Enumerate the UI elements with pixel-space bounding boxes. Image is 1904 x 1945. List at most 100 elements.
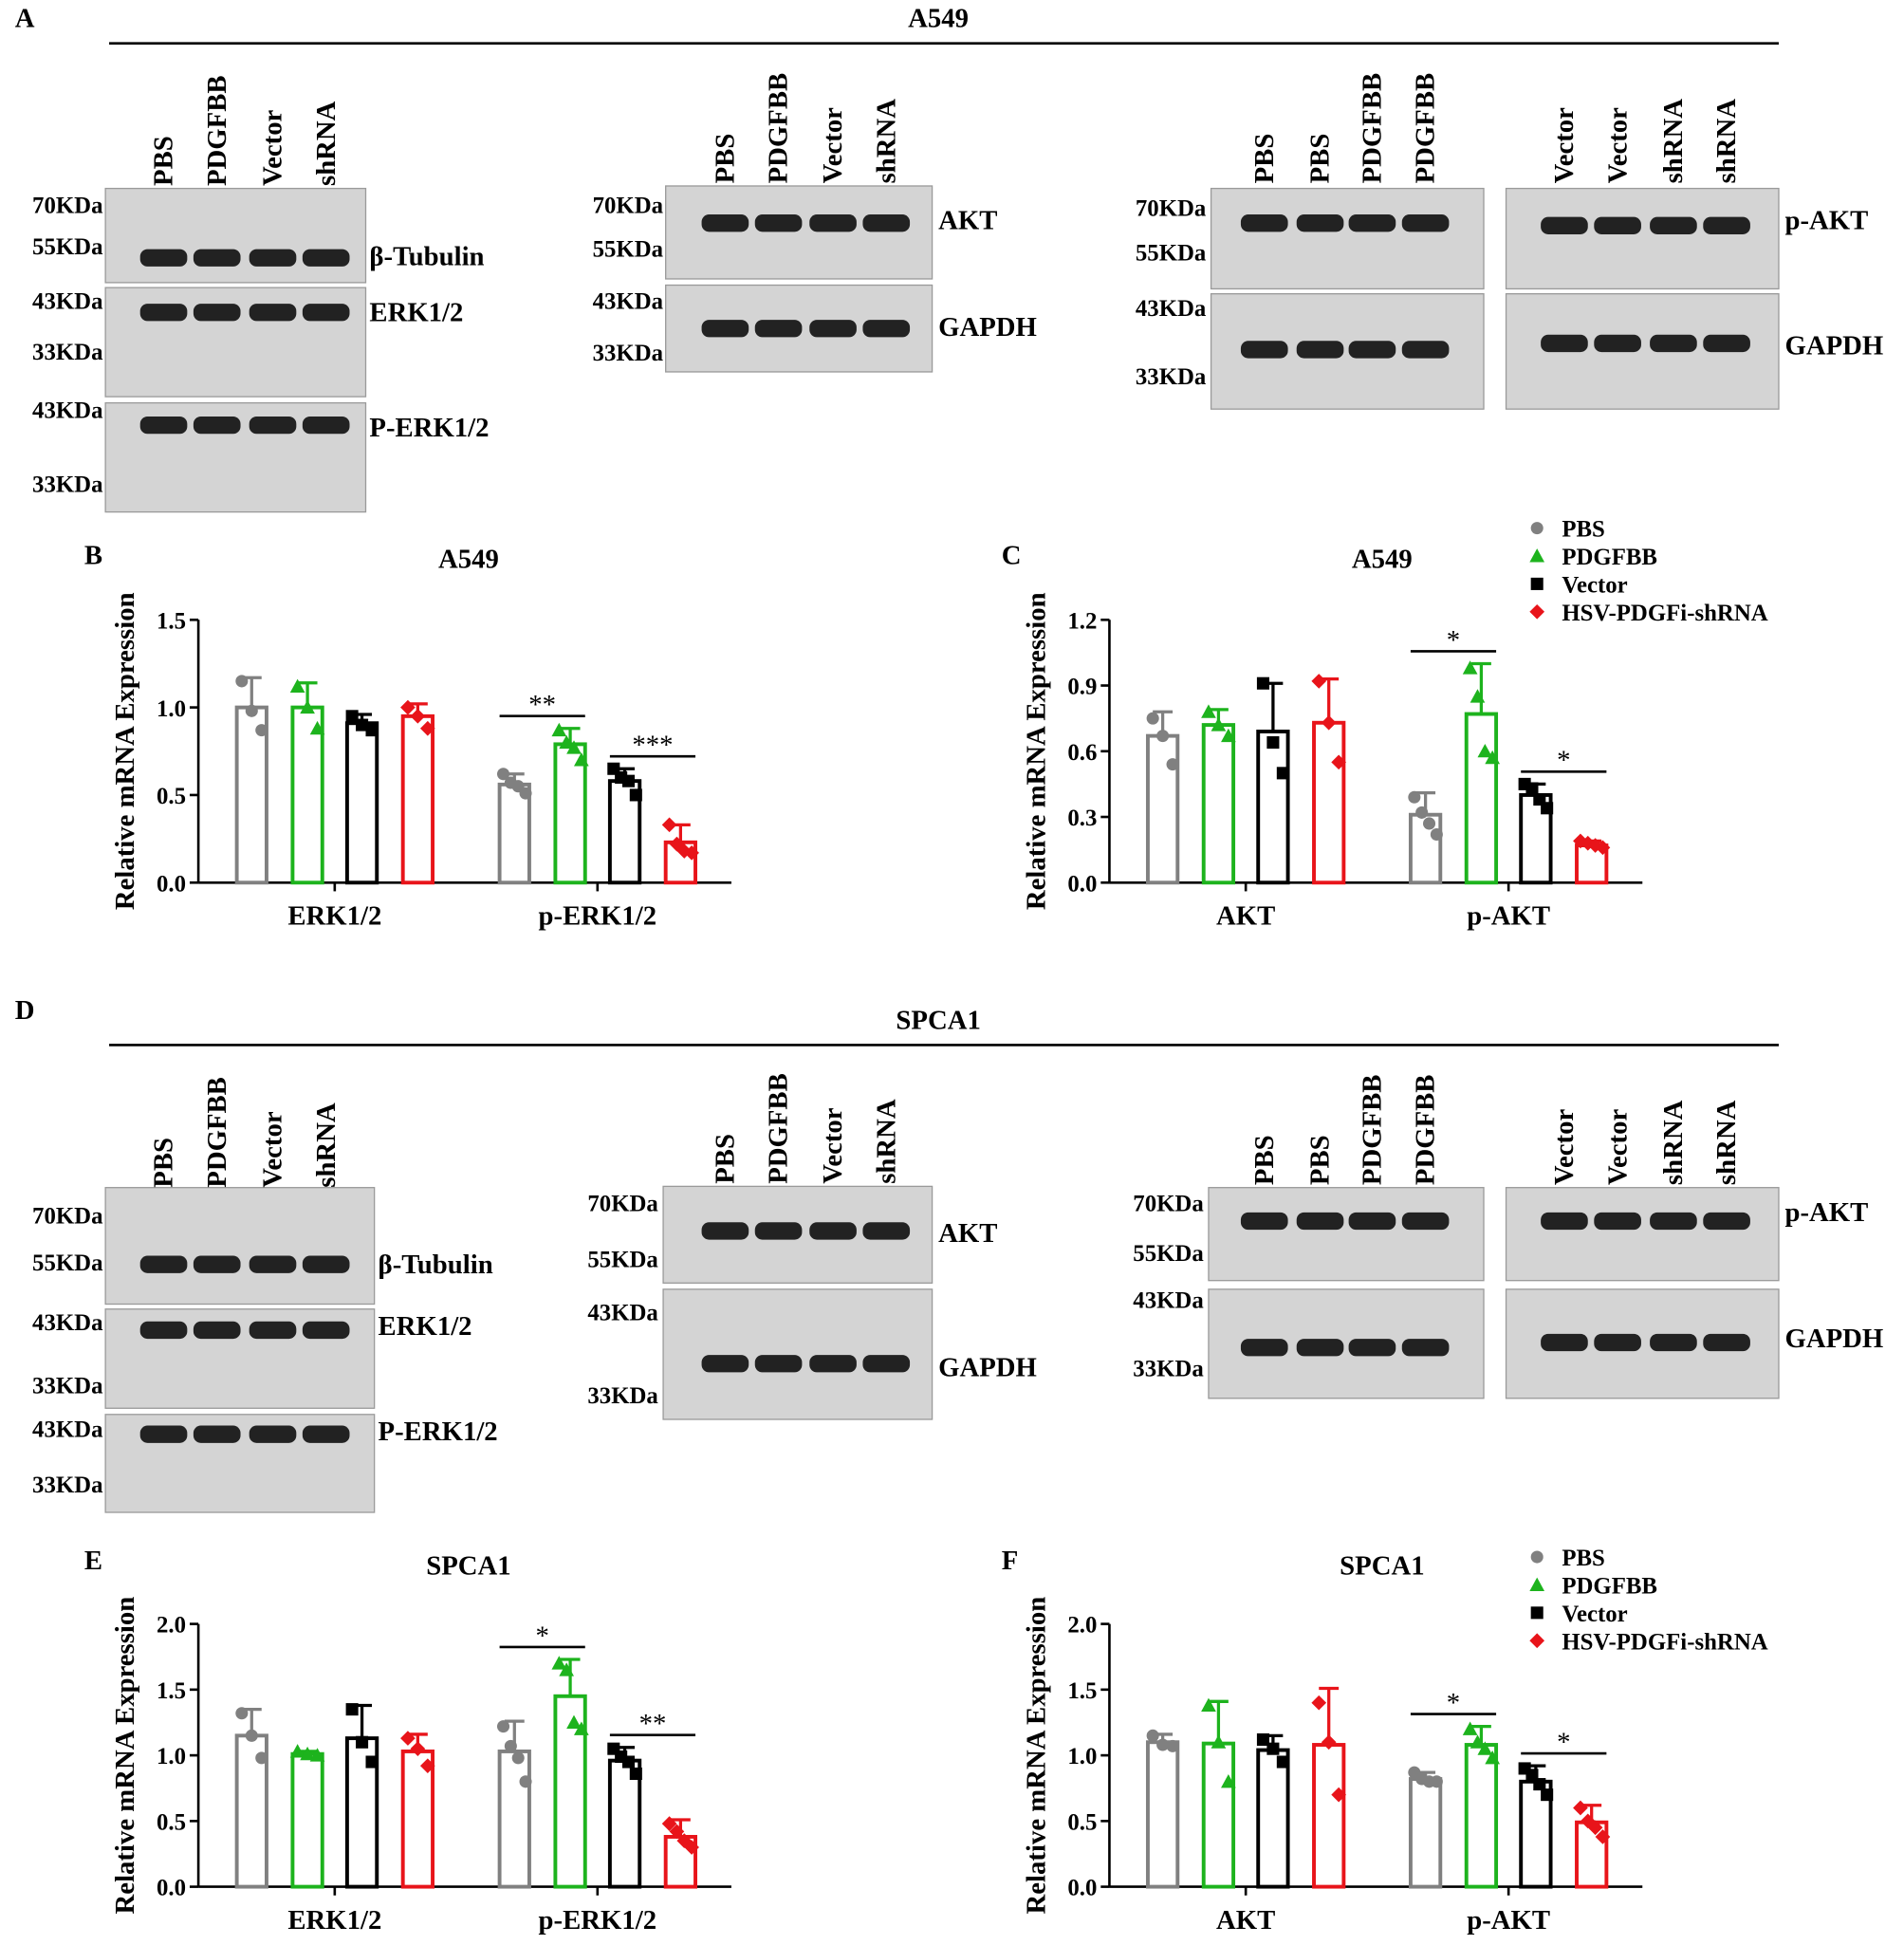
- data-point: [519, 1775, 532, 1788]
- lane-label: Vector: [258, 1111, 288, 1188]
- data-point: [661, 1816, 677, 1831]
- blot-band: [1594, 216, 1641, 234]
- blot-band: [1401, 214, 1450, 232]
- lane-label: PDGFBB: [764, 1073, 794, 1184]
- data-point: [1211, 717, 1227, 732]
- data-point: [400, 1731, 416, 1746]
- protein-label: β-Tubulin: [369, 242, 484, 272]
- y-tick-label: 0.5: [157, 784, 186, 809]
- bar: [497, 1749, 531, 1889]
- x-tick-label: ERK1/2: [287, 1905, 381, 1936]
- marker-label: 33KDa: [32, 1473, 103, 1498]
- lane-label: PDGFBB: [1411, 73, 1441, 184]
- lane-label: PBS: [711, 134, 741, 184]
- blot-strip: [665, 185, 934, 280]
- data-point: [1595, 1829, 1611, 1844]
- x-tick-label: p-AKT: [1467, 901, 1550, 932]
- blot-band: [1401, 1212, 1450, 1231]
- data-point: [1156, 730, 1170, 743]
- y-tick-label: 2.0: [1067, 1613, 1097, 1639]
- protein-label: β-Tubulin: [379, 1250, 493, 1280]
- data-point: [1146, 1729, 1159, 1742]
- data-point: [1321, 1734, 1337, 1750]
- data-point: [1529, 603, 1545, 620]
- data-point: [1530, 1550, 1544, 1564]
- data-point: [419, 1758, 435, 1774]
- lane-label: PDGFBB: [1358, 1075, 1388, 1186]
- data-point: [566, 740, 582, 754]
- lane-label: PBS: [149, 1138, 179, 1188]
- bar: [1464, 712, 1499, 885]
- data-point: [1311, 1695, 1327, 1711]
- data-point: [1331, 1787, 1346, 1803]
- marker-label: 33KDa: [587, 1383, 658, 1409]
- blot-band: [1401, 341, 1450, 359]
- data-point: [559, 734, 574, 750]
- blot-band: [139, 1255, 188, 1273]
- marker-label: 55KDa: [1136, 240, 1207, 266]
- y-tick-label: 0.0: [1067, 1876, 1097, 1901]
- marker-label: 55KDa: [587, 1247, 658, 1272]
- bar: [1312, 1743, 1346, 1889]
- data-point: [1422, 817, 1436, 830]
- data-point: [551, 1656, 567, 1670]
- blot-band: [809, 1222, 857, 1240]
- marker-label: 43KDa: [1136, 296, 1207, 322]
- blot-band: [249, 1425, 297, 1443]
- data-point: [684, 1840, 699, 1855]
- y-tick-label: 0.9: [1067, 675, 1097, 700]
- data-point: [511, 1751, 525, 1765]
- y-tick-label: 1.5: [1067, 1678, 1097, 1704]
- data-point: [1530, 522, 1544, 535]
- bar-chart: B A549 Relative mRNA Expression 0.0 0.5 1.0 1.…: [84, 540, 731, 932]
- data-point: [629, 788, 642, 802]
- data-point: [1331, 754, 1346, 770]
- blot-band: [1401, 1339, 1450, 1357]
- data-point: [1201, 704, 1216, 718]
- data-point: [1530, 1606, 1544, 1620]
- data-point: [621, 774, 636, 787]
- bar: [1312, 720, 1346, 885]
- blot-band: [1650, 1212, 1697, 1231]
- significance-label: *: [1557, 746, 1570, 776]
- data-point: [289, 678, 305, 693]
- marker-label: 70KDa: [587, 1192, 658, 1217]
- y-tick-label: 1.2: [1067, 608, 1097, 634]
- lane-label: Vector: [818, 1107, 848, 1184]
- data-point: [410, 709, 426, 724]
- data-point: [566, 1714, 582, 1730]
- blot-title: SPCA1: [896, 1005, 980, 1035]
- data-point: [1221, 1773, 1236, 1788]
- blot-band: [139, 1425, 188, 1443]
- data-point: [684, 845, 699, 861]
- marker-label: 70KDa: [1136, 195, 1207, 221]
- y-tick-label: 0.5: [1067, 1809, 1097, 1835]
- blot-band: [1594, 1333, 1641, 1352]
- blot-band: [701, 1355, 749, 1373]
- blot-band: [754, 1222, 803, 1240]
- marker-label: 33KDa: [1133, 1356, 1204, 1381]
- bar: [400, 713, 435, 885]
- panel-letter: A: [15, 4, 35, 34]
- data-point: [504, 1739, 517, 1752]
- blot-band: [139, 304, 188, 322]
- lane-label: Vector: [1549, 107, 1580, 184]
- panel-letter: E: [84, 1546, 102, 1576]
- y-axis-label: Relative mRNA Expression: [110, 1597, 140, 1915]
- lane-label: shRNA: [871, 99, 901, 184]
- data-point: [1266, 1742, 1280, 1755]
- data-point: [1525, 782, 1539, 795]
- significance-label: *: [535, 1621, 548, 1651]
- significance-label: *: [1557, 1727, 1570, 1757]
- blot-band: [754, 320, 803, 338]
- blot-band: [1348, 1212, 1396, 1231]
- blot-band: [1594, 334, 1641, 353]
- blot-title: A549: [908, 4, 969, 34]
- protein-label: ERK1/2: [369, 297, 463, 327]
- blot-band: [754, 214, 803, 232]
- chart-title: SPCA1: [426, 1550, 510, 1581]
- marker-label: 70KDa: [593, 194, 664, 219]
- y-tick-label: 0.0: [157, 871, 186, 897]
- lane-label: Vector: [1602, 1109, 1633, 1186]
- lane-label: shRNA: [871, 1099, 901, 1184]
